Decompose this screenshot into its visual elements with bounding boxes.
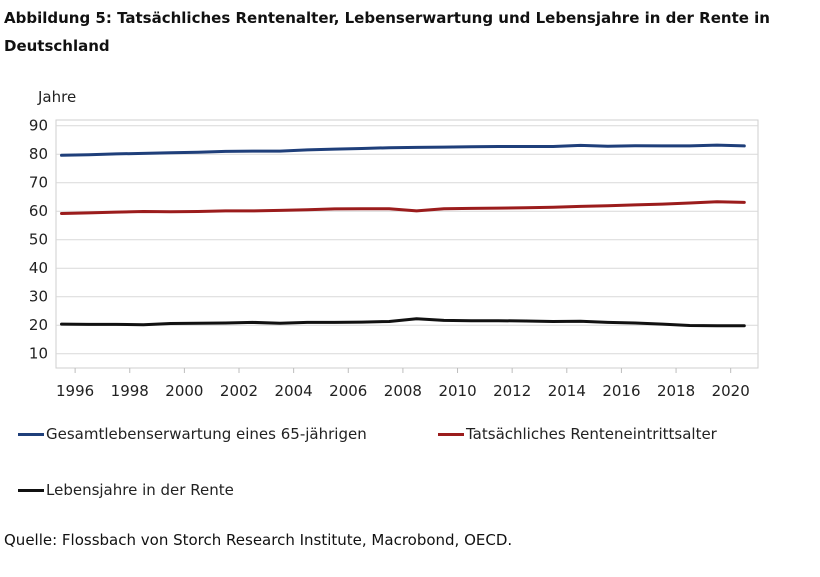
x-tick-label: 1996	[56, 382, 94, 400]
x-tick-label: 2006	[329, 382, 367, 400]
legend-item-retirement-age: Tatsächliches Renteneintrittsalter	[438, 425, 717, 443]
series-line-1	[60, 200, 746, 215]
series-lines	[60, 143, 746, 328]
y-tick-label: 20	[29, 316, 48, 334]
y-tick-label: 60	[29, 202, 48, 220]
x-tick-label: 2016	[602, 382, 640, 400]
source-note: Quelle: Flossbach von Storch Research In…	[4, 531, 513, 549]
y-axis-unit-label: Jahre	[38, 88, 77, 106]
x-tick-label: 2000	[165, 382, 203, 400]
figure-title: Abbildung 5: Tatsächliches Rentenalter, …	[4, 9, 770, 55]
legend-label: Lebensjahre in der Rente	[46, 481, 234, 499]
legend-label: Gesamtlebenserwartung eines 65-jährigen	[46, 425, 367, 443]
series-line-0	[60, 143, 746, 157]
x-tick-label: 2018	[657, 382, 695, 400]
y-tick-label: 30	[29, 288, 48, 306]
series-line-2	[60, 317, 746, 328]
x-tick-label: 2010	[438, 382, 476, 400]
x-tick-label: 1998	[111, 382, 149, 400]
x-tick-label: 2008	[384, 382, 422, 400]
y-tick-label: 80	[29, 145, 48, 163]
y-tick-label: 40	[29, 259, 48, 277]
legend-swatch	[18, 432, 44, 436]
y-tick-label: 70	[29, 174, 48, 192]
plot-frame	[55, 119, 759, 369]
y-tick-label: 50	[29, 231, 48, 249]
y-tick-label: 10	[29, 345, 48, 363]
x-tick-labels: 1996 1998 2000 2002 2004 2006 2008 2010 2012 2014…	[56, 382, 750, 400]
y-tick-labels: 10 20 30 40 50 60 70 80 90	[29, 117, 48, 363]
legend-label: Tatsächliches Renteneintrittsalter	[466, 425, 717, 443]
x-tick-label: 2002	[220, 382, 258, 400]
legend-item-years-in-retirement: Lebensjahre in der Rente	[18, 481, 234, 499]
x-tick-label: 2004	[275, 382, 313, 400]
legend-item-life-expectancy: Gesamtlebenserwartung eines 65-jährigen	[18, 425, 367, 443]
x-tick-label: 2012	[493, 382, 531, 400]
x-tick-label: 2014	[548, 382, 586, 400]
legend-swatch	[18, 488, 44, 492]
x-tick-label: 2020	[712, 382, 750, 400]
y-tick-label: 90	[29, 117, 48, 135]
gridlines	[55, 119, 759, 373]
legend-swatch	[438, 432, 464, 436]
